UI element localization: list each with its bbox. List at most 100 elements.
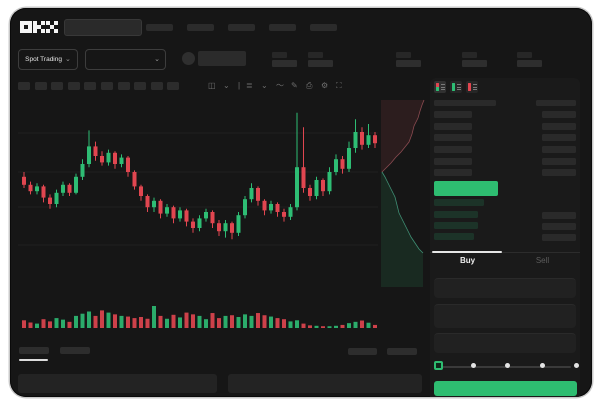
camera-icon[interactable]: ⎙ — [306, 81, 313, 90]
nav-item-placeholder[interactable] — [146, 24, 173, 31]
book-view-both-icon[interactable] — [434, 81, 446, 93]
stat-value-placeholder — [272, 60, 297, 67]
list-line — [473, 86, 477, 88]
bottom-tab-right-placeholder[interactable] — [387, 348, 417, 355]
buy-submit-button[interactable] — [434, 381, 577, 396]
slider-stop-dot[interactable] — [574, 363, 579, 368]
chevron-down-icon: ⌄ — [64, 56, 71, 63]
bottom-tab-placeholder[interactable] — [19, 347, 49, 354]
nav-item-placeholder[interactable] — [310, 24, 337, 31]
search-input[interactable] — [64, 19, 142, 36]
order-book-panel: Buy Sell — [430, 78, 580, 397]
app-window: Spot Trading ⌄ ⌄ ◫ ⌄ | ≣ ⌄ 〜 ✎ ⎙ ⚙ ⛶ Buy Sell — [10, 8, 592, 397]
bottom-tab-placeholder[interactable] — [60, 347, 90, 354]
draw-icon[interactable]: ✎ — [291, 81, 298, 90]
bottom-tab-right-placeholder[interactable] — [348, 348, 377, 355]
timeframe-button-placeholder[interactable] — [134, 82, 147, 90]
buy-tab-underline — [432, 251, 502, 253]
okx-logo-glyphs — [20, 21, 58, 33]
tab-sell[interactable]: Sell — [535, 256, 550, 265]
bid-row-price-placeholder[interactable] — [434, 199, 484, 206]
candlestick-chart[interactable] — [18, 98, 430, 338]
timeframe-button-placeholder[interactable] — [150, 82, 163, 90]
candlestick-series — [22, 112, 377, 240]
nav-item-placeholder[interactable] — [187, 24, 214, 31]
chevron-down-icon[interactable]: ⌄ — [261, 81, 268, 90]
bid-row-amount-placeholder[interactable] — [542, 223, 576, 230]
depth-color-bar — [436, 83, 439, 91]
stat-label-placeholder — [462, 52, 477, 58]
stat-label-placeholder — [272, 52, 287, 58]
bid-row-price-placeholder[interactable] — [434, 222, 478, 229]
timeframe-button-placeholder[interactable] — [67, 82, 80, 90]
book-view-asks-icon[interactable] — [466, 81, 478, 93]
ask-row-amount-placeholder[interactable] — [542, 169, 576, 176]
bid-depth-area — [381, 172, 423, 287]
ask-row-price-placeholder[interactable] — [434, 169, 472, 176]
amount-input[interactable] — [434, 304, 576, 328]
chevron-down-icon[interactable]: ⌄ — [223, 81, 230, 90]
volume-series — [22, 306, 377, 328]
ask-row-amount-placeholder[interactable] — [542, 134, 576, 141]
ask-row-amount-placeholder[interactable] — [542, 158, 576, 165]
fullscreen-icon[interactable]: ⛶ — [336, 81, 342, 90]
timeframe-button-placeholder[interactable] — [34, 82, 47, 90]
total-input[interactable] — [434, 333, 576, 353]
ask-row-amount-placeholder[interactable] — [542, 123, 576, 130]
list-line — [473, 89, 477, 90]
last-price-highlight[interactable] — [434, 181, 498, 196]
pair-selector-dropdown[interactable]: ⌄ — [85, 49, 166, 70]
book-view-bids-icon[interactable] — [450, 81, 462, 93]
list-line — [457, 89, 461, 90]
list-line — [457, 84, 461, 85]
timeframe-button-placeholder[interactable] — [101, 82, 113, 90]
divider: | — [238, 81, 241, 90]
slider-stop-dot[interactable] — [505, 363, 510, 368]
timeframe-button-placeholder[interactable] — [84, 82, 97, 90]
timeframe-button-placeholder[interactable] — [167, 82, 180, 90]
bid-row-price-placeholder[interactable] — [434, 211, 478, 218]
ask-row-price-placeholder[interactable] — [434, 146, 472, 153]
bid-row-amount-placeholder[interactable] — [542, 234, 576, 241]
candle-style-icon[interactable]: ◫ — [208, 81, 216, 90]
gridlines — [18, 132, 378, 246]
tab-buy[interactable]: Buy — [459, 256, 476, 265]
bid-row-amount-placeholder[interactable] — [542, 212, 576, 219]
settings-icon[interactable]: ⚙ — [321, 81, 329, 90]
list-line — [441, 86, 445, 88]
timeframe-button-placeholder[interactable] — [117, 82, 130, 90]
stat-value-placeholder — [462, 60, 487, 67]
timeframe-button-placeholder[interactable] — [18, 82, 30, 90]
slider-stop-dot[interactable] — [471, 363, 476, 368]
timeframe-button-placeholder[interactable] — [51, 82, 64, 90]
amount-slider-track[interactable] — [438, 366, 571, 368]
list-line — [441, 89, 445, 90]
ask-row-amount-placeholder[interactable] — [542, 146, 576, 153]
order-book-header-amount — [536, 100, 576, 106]
ask-row-price-placeholder[interactable] — [434, 158, 472, 165]
ask-row-price-placeholder[interactable] — [434, 134, 472, 141]
nav-item-placeholder[interactable] — [228, 24, 255, 31]
stat-label-placeholder — [396, 52, 411, 58]
depth-color-bar — [468, 83, 471, 91]
positions-panel-placeholder — [228, 374, 422, 393]
nav-item-placeholder[interactable] — [269, 24, 296, 31]
ask-depth-area — [381, 100, 424, 172]
ask-row-amount-placeholder[interactable] — [542, 111, 576, 118]
okx-logo — [20, 21, 58, 34]
line-type-icon[interactable]: 〜 — [276, 81, 284, 90]
indicators-icon[interactable]: ≣ — [246, 81, 253, 90]
slider-stop-dot[interactable] — [540, 363, 545, 368]
chevron-down-icon: ⌄ — [154, 56, 160, 63]
market-type-dropdown[interactable]: Spot Trading ⌄ — [18, 49, 78, 70]
stat-value-placeholder — [396, 60, 421, 67]
ask-row-price-placeholder[interactable] — [434, 111, 472, 118]
list-line — [457, 86, 461, 88]
list-line — [473, 84, 477, 85]
pair-name-placeholder — [198, 51, 246, 66]
trade-tabs-divider — [430, 252, 580, 253]
bid-row-price-placeholder[interactable] — [434, 233, 474, 240]
ask-row-price-placeholder[interactable] — [434, 123, 472, 130]
price-input[interactable] — [434, 278, 576, 298]
amount-slider-handle[interactable] — [434, 361, 443, 370]
